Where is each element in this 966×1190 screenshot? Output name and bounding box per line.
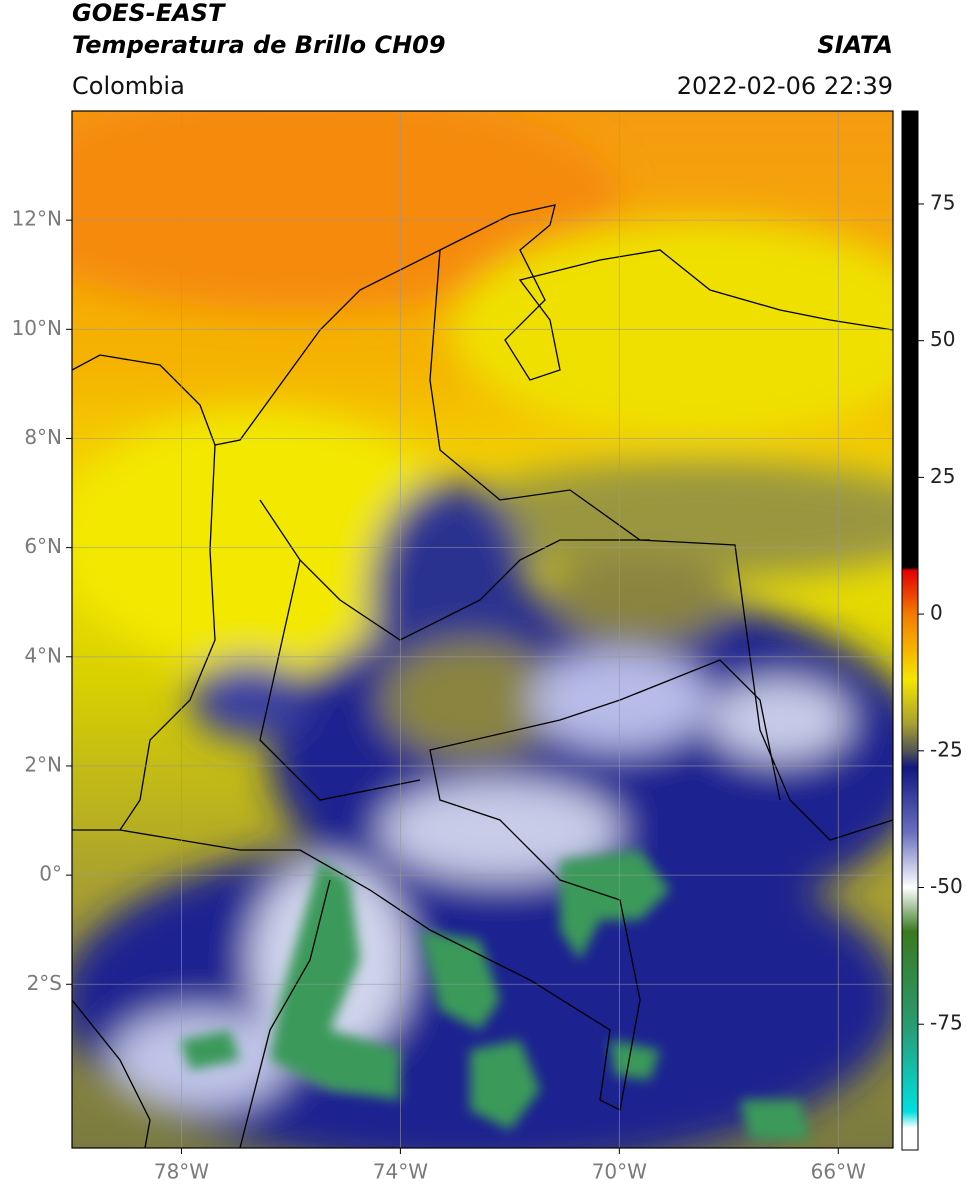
map-frame xyxy=(71,110,894,1149)
colorbar-tick-label: -25 xyxy=(930,737,963,761)
lat-tick-label: 2°S xyxy=(27,971,62,995)
colorbar-tick-label: -75 xyxy=(930,1011,963,1035)
lon-tick-label: 66°W xyxy=(811,1160,866,1184)
colorbar-tick-label: 75 xyxy=(930,190,955,214)
colorbar-tick-label: 0 xyxy=(930,601,943,625)
satellite-image xyxy=(72,111,893,1148)
lat-tick-label: 8°N xyxy=(24,425,62,449)
lat-tick-label: 10°N xyxy=(12,316,62,340)
title: GOES-EAST xyxy=(72,0,226,27)
lon-tick-label: 70°W xyxy=(592,1160,647,1184)
subtitle: Temperatura de Brillo CH09 xyxy=(72,31,446,59)
lat-tick-label: 6°N xyxy=(24,534,62,558)
source: SIATA xyxy=(817,31,893,59)
lon-tick-label: 78°W xyxy=(154,1160,209,1184)
region: Colombia xyxy=(72,72,185,100)
colorbar-tick-label: -50 xyxy=(930,874,963,898)
colorbar-tick-label: 25 xyxy=(930,464,955,488)
lat-tick-label: 12°N xyxy=(12,207,62,231)
lat-tick-label: 4°N xyxy=(24,643,62,667)
colorbar-tick-label: 50 xyxy=(930,327,955,351)
lat-tick-label: 2°N xyxy=(24,752,62,776)
colorbar xyxy=(901,110,919,1151)
grid xyxy=(72,111,893,1148)
lon-tick-label: 74°W xyxy=(373,1160,428,1184)
lat-tick-label: 0° xyxy=(39,862,62,886)
borders xyxy=(72,204,893,1148)
datetime: 2022-02-06 22:39 xyxy=(677,72,893,100)
